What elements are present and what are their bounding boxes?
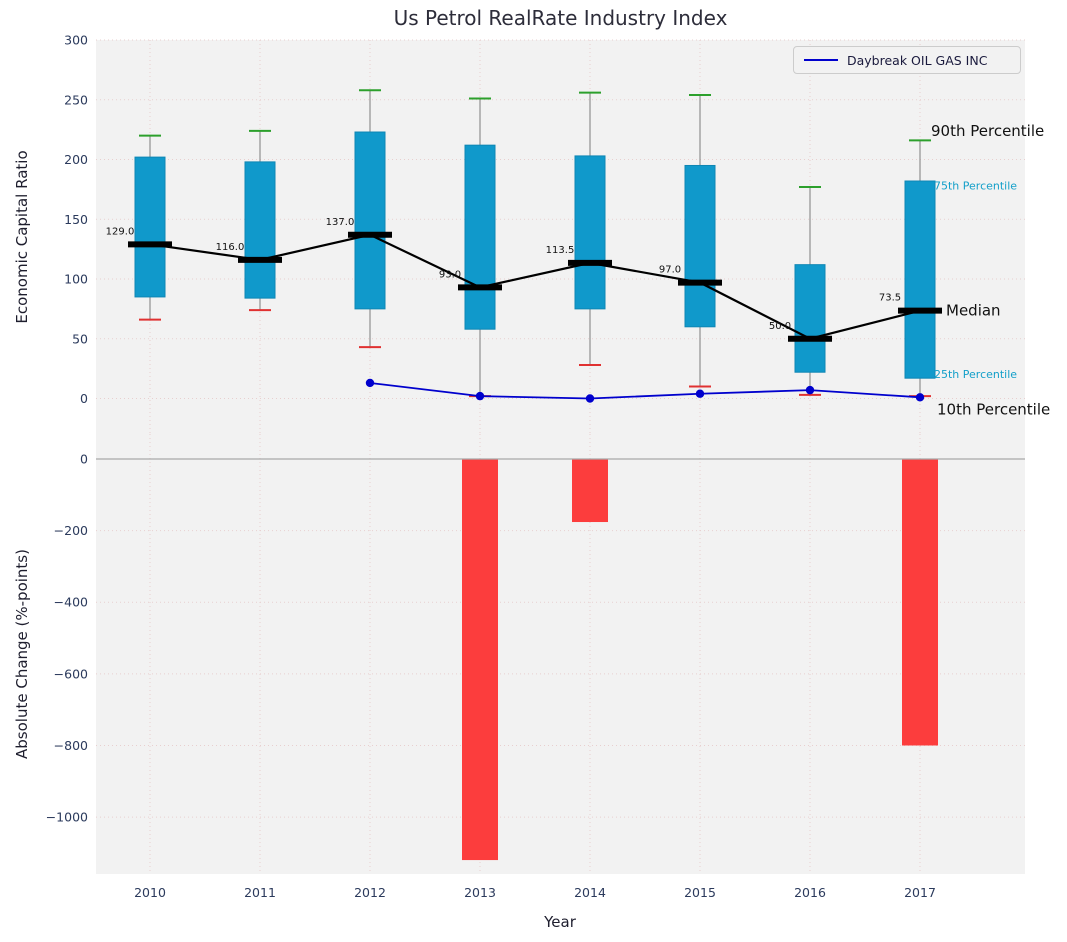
annotation-25th-percentile: 25th Percentile [934, 368, 1017, 381]
svg-text:0: 0 [80, 452, 88, 467]
svg-text:−800: −800 [54, 738, 88, 753]
bar-2013 [462, 459, 498, 861]
bottom-panel-bg [96, 434, 1025, 874]
svg-text:2010: 2010 [134, 885, 166, 900]
boxplot-2016 [794, 185, 826, 396]
annotation-10th-percentile: 10th Percentile [937, 400, 1050, 418]
annotation-90th-percentile: 90th Percentile [931, 122, 1044, 140]
annotation-75th-percentile: 75th Percentile [934, 179, 1017, 192]
ytick-labels: 0 50 100 150 200 250 300 0 −200 −400 −600 −800 −1000 [46, 33, 88, 825]
svg-text:300: 300 [64, 33, 88, 48]
boxplot-2010 [134, 134, 166, 321]
svg-text:2013: 2013 [464, 885, 496, 900]
boxplot-2011 [244, 129, 276, 312]
legend: Daybreak OIL GAS INC [793, 46, 1021, 74]
svg-text:2015: 2015 [684, 885, 716, 900]
ylabel-absolute-change: Absolute Change (%-points) [13, 549, 31, 759]
ylabel-economic-capital-ratio: Economic Capital Ratio [13, 150, 31, 324]
company-line [369, 382, 921, 400]
xtick-labels: 2010 2011 2012 2013 2014 2015 2016 2017 [134, 885, 936, 900]
company-point [695, 389, 705, 398]
svg-text:−1000: −1000 [46, 810, 88, 825]
legend-line-sample-icon [804, 59, 838, 61]
company-point [915, 393, 925, 402]
company-point [585, 394, 595, 403]
median-value-label: 129.0 [106, 226, 135, 237]
svg-text:2014: 2014 [574, 885, 606, 900]
svg-text:−400: −400 [54, 595, 88, 610]
svg-text:2011: 2011 [244, 885, 276, 900]
median-value-label: 113.5 [546, 245, 575, 256]
median-line [149, 233, 921, 340]
company-point [365, 378, 375, 388]
boxplot-2017 [904, 139, 936, 398]
svg-text:100: 100 [64, 272, 88, 287]
boxplot-2014 [574, 91, 606, 367]
bar-2014 [572, 459, 608, 523]
xlabel-year: Year [544, 913, 576, 931]
svg-text:−600: −600 [54, 666, 88, 681]
median-markers: 129.0 116.0 137.0 93.0 113.5 97.0 50.0 73.5 [106, 217, 942, 342]
boxplot-2015 [684, 93, 716, 388]
svg-text:50: 50 [72, 331, 88, 346]
svg-text:200: 200 [64, 152, 88, 167]
svg-text:250: 250 [64, 92, 88, 107]
svg-text:2017: 2017 [904, 885, 936, 900]
svg-text:2016: 2016 [794, 885, 826, 900]
legend-label: Daybreak OIL GAS INC [847, 52, 988, 68]
company-point [805, 385, 815, 395]
svg-text:−200: −200 [54, 523, 88, 538]
svg-text:2012: 2012 [354, 885, 386, 900]
company-point [475, 391, 485, 401]
chart-title: Us Petrol RealRate Industry Index [393, 6, 728, 30]
bar-2017 [902, 459, 938, 746]
median-value-label: 50.0 [769, 321, 791, 332]
median-value-label: 73.5 [879, 293, 901, 304]
svg-text:150: 150 [64, 212, 88, 227]
median-value-label: 116.0 [216, 242, 245, 253]
annotation-median: Median [946, 302, 1001, 320]
top-panel-bg [96, 40, 1025, 434]
median-value-label: 137.0 [326, 217, 355, 228]
median-value-label: 93.0 [439, 269, 461, 280]
svg-text:0: 0 [80, 391, 88, 406]
boxplot-2013 [464, 97, 496, 398]
median-value-label: 97.0 [659, 265, 681, 276]
boxplot-2012 [354, 89, 386, 349]
